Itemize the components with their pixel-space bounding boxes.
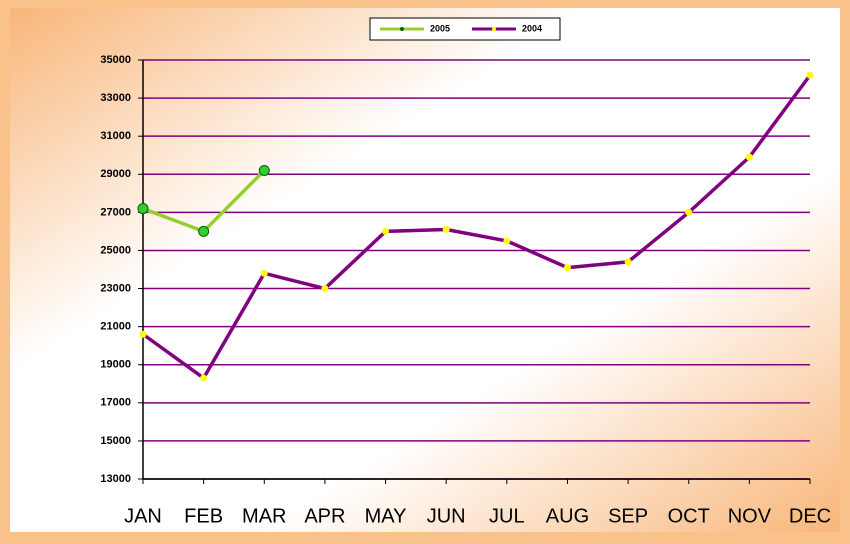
x-tick-label: JUN xyxy=(427,505,466,527)
legend-marker xyxy=(492,27,496,31)
data-point xyxy=(137,203,149,215)
y-tick-label: 27000 xyxy=(100,206,131,218)
legend-marker xyxy=(400,27,404,31)
x-tick-label: JAN xyxy=(124,505,162,527)
y-tick-label: 23000 xyxy=(100,282,131,294)
x-tick-label: FEB xyxy=(184,505,223,527)
legend-box xyxy=(369,17,561,41)
data-point xyxy=(442,226,450,234)
chart-area xyxy=(10,8,840,532)
x-tick-label: AUG xyxy=(546,505,589,527)
y-tick-label: 15000 xyxy=(100,435,131,447)
x-tick-label: APR xyxy=(304,505,345,527)
data-point xyxy=(200,374,208,382)
data-point xyxy=(260,269,268,277)
x-tick-label: NOV xyxy=(728,505,772,527)
data-point xyxy=(685,208,693,216)
legend-label: 2005 xyxy=(430,23,450,33)
data-point xyxy=(139,330,147,338)
x-tick-label: JUL xyxy=(489,505,525,527)
y-tick-label: 33000 xyxy=(100,92,131,104)
y-tick-label: 19000 xyxy=(100,359,131,371)
y-tick-label: 25000 xyxy=(100,244,131,256)
y-tick-label: 13000 xyxy=(100,473,131,485)
legend-label: 2004 xyxy=(522,23,542,33)
legend: 2005 2004 xyxy=(369,17,561,41)
x-tick-label: MAY xyxy=(365,505,407,527)
data-point xyxy=(563,264,571,272)
data-point xyxy=(624,258,632,266)
data-point xyxy=(321,285,329,293)
y-tick-label: 35000 xyxy=(100,54,131,66)
y-tick-label: 21000 xyxy=(100,321,131,333)
x-tick-label: OCT xyxy=(668,505,710,527)
series-line xyxy=(141,74,812,380)
data-point xyxy=(745,153,753,161)
data-point xyxy=(198,225,210,237)
y-tick-label: 31000 xyxy=(100,130,131,142)
data-point xyxy=(503,237,511,245)
y-tick-label: 17000 xyxy=(100,397,131,409)
x-tick-label: SEP xyxy=(608,505,648,527)
data-point xyxy=(806,71,814,79)
x-tick-label: MAR xyxy=(242,505,286,527)
data-point xyxy=(258,164,270,176)
data-point xyxy=(382,227,390,235)
y-tick-label: 29000 xyxy=(100,168,131,180)
x-tick-label: DEC xyxy=(789,505,831,527)
